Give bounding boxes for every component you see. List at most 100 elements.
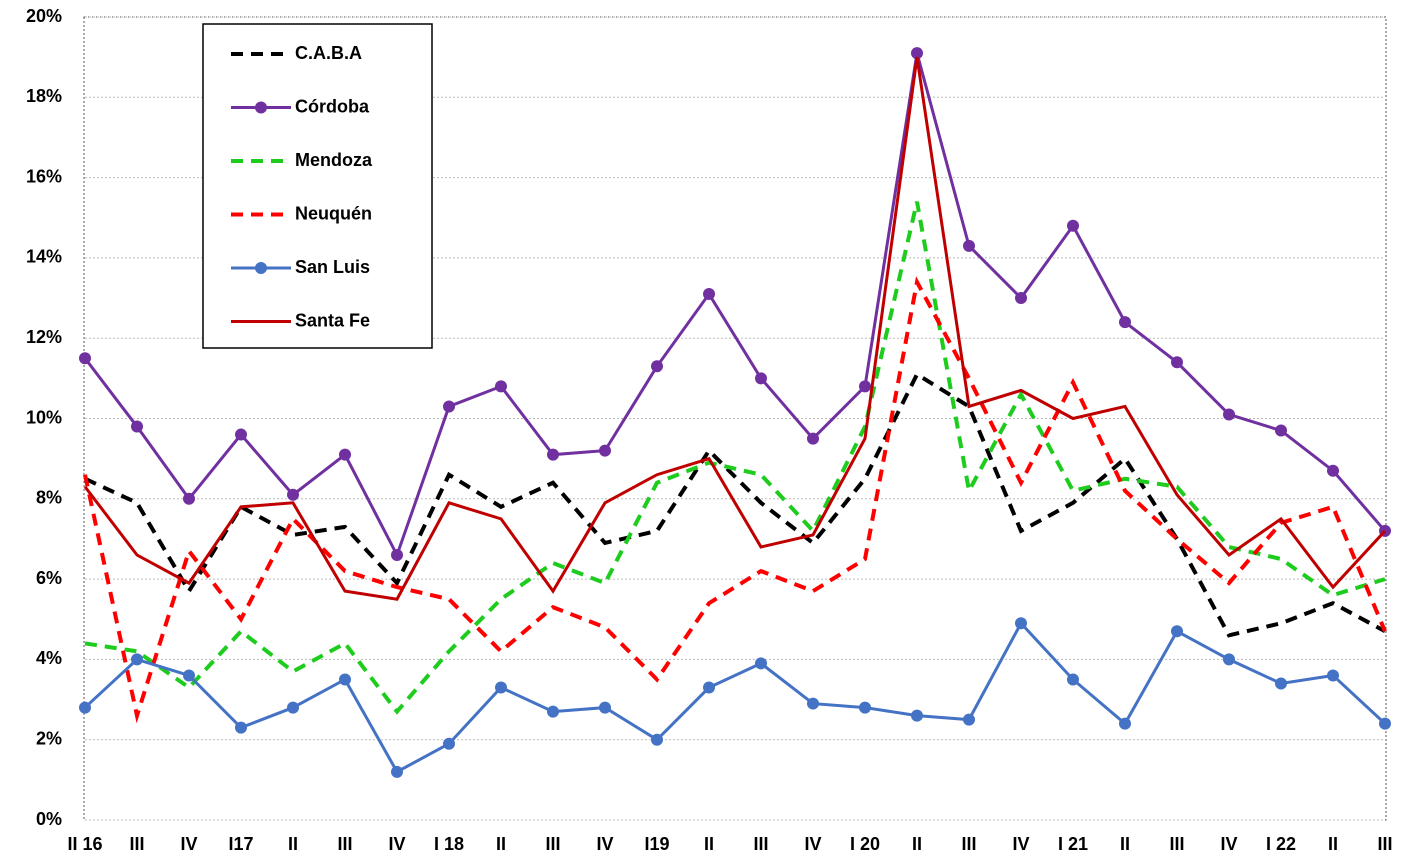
y-tick-label: 8% — [36, 488, 62, 508]
x-tick-label: IV — [1220, 834, 1237, 854]
series-line — [83, 56, 1387, 601]
point — [287, 488, 299, 501]
point — [1015, 292, 1027, 305]
series-line — [84, 201, 1386, 715]
point — [495, 380, 507, 393]
legend-label: Santa Fe — [295, 310, 370, 330]
point — [287, 701, 299, 714]
x-tick-label: IV — [180, 834, 197, 854]
point — [391, 765, 403, 778]
x-tick-label: II — [1328, 834, 1338, 854]
legend-label: Neuquén — [295, 203, 372, 223]
x-tick-label: III — [753, 834, 768, 854]
point — [1171, 356, 1183, 369]
x-tick-label: IV — [596, 834, 613, 854]
point — [599, 701, 611, 714]
legend-marker — [255, 101, 267, 114]
point — [547, 448, 559, 461]
x-tick-label: III — [545, 834, 560, 854]
x-tick-label: II — [704, 834, 714, 854]
x-tick-label: III — [129, 834, 144, 854]
legend-box — [202, 23, 433, 349]
point — [807, 697, 819, 710]
point — [131, 653, 143, 666]
point — [651, 360, 663, 373]
point — [755, 372, 767, 385]
point — [963, 239, 975, 252]
point — [183, 669, 195, 682]
point — [1275, 677, 1287, 690]
y-tick-label: 12% — [26, 327, 62, 347]
point — [651, 733, 663, 746]
point — [339, 673, 351, 686]
point — [79, 352, 91, 365]
point — [1275, 424, 1287, 437]
point — [235, 428, 247, 441]
point — [859, 380, 871, 393]
x-tick-label: IV — [804, 834, 821, 854]
point — [339, 448, 351, 461]
y-tick-label: 14% — [26, 247, 62, 267]
point — [235, 721, 247, 734]
legend-label: Mendoza — [295, 150, 373, 170]
point — [1119, 316, 1131, 329]
point — [703, 681, 715, 694]
point — [1171, 625, 1183, 638]
point — [391, 549, 403, 562]
x-tick-label: II — [496, 834, 506, 854]
series-line — [83, 620, 1387, 774]
point — [443, 737, 455, 750]
legend-label: C.A.B.A — [295, 43, 362, 63]
x-tick-label: I19 — [644, 834, 669, 854]
y-tick-label: 4% — [36, 648, 62, 668]
y-tick-label: 0% — [36, 809, 62, 829]
point — [1379, 717, 1391, 730]
series-line — [83, 52, 1387, 559]
point — [1327, 669, 1339, 682]
point — [911, 47, 923, 60]
point — [1327, 464, 1339, 477]
x-tick-label: II — [288, 834, 298, 854]
x-tick-label: IV — [388, 834, 405, 854]
x-tick-label: II — [912, 834, 922, 854]
point — [131, 420, 143, 433]
y-tick-label: 10% — [26, 407, 62, 427]
series-line — [83, 276, 1387, 724]
point — [703, 288, 715, 301]
point — [755, 657, 767, 670]
point — [183, 492, 195, 505]
x-tick-label: III — [1169, 834, 1184, 854]
x-tick-label: IV — [1012, 834, 1029, 854]
y-tick-label: 6% — [36, 568, 62, 588]
x-tick-label: III — [961, 834, 976, 854]
point — [1067, 673, 1079, 686]
point — [495, 681, 507, 694]
point — [443, 400, 455, 413]
legend-marker — [255, 262, 267, 274]
point — [1223, 653, 1235, 666]
x-tick-label: III — [337, 834, 352, 854]
y-tick-label: 16% — [26, 166, 62, 186]
series-line — [84, 371, 1386, 638]
x-tick-label: II 16 — [67, 834, 102, 854]
x-tick-label: I 18 — [434, 834, 464, 854]
point — [963, 713, 975, 726]
x-tick-label: I 22 — [1266, 834, 1296, 854]
x-tick-label: II — [1120, 834, 1130, 854]
y-tick-label: 18% — [26, 86, 62, 106]
legend-label: San Luis — [295, 257, 370, 277]
point — [859, 701, 871, 714]
point — [807, 432, 819, 445]
y-tick-label: 2% — [36, 728, 62, 748]
point — [79, 701, 91, 714]
legend-label: Córdoba — [295, 96, 370, 116]
point — [1015, 617, 1027, 630]
x-tick-label: III — [1377, 834, 1392, 854]
y-tick-label: 20% — [26, 6, 62, 26]
point — [599, 444, 611, 457]
point — [1067, 219, 1079, 232]
x-tick-label: I 21 — [1058, 834, 1088, 854]
x-tick-label: I 20 — [850, 834, 880, 854]
point — [1119, 717, 1131, 730]
